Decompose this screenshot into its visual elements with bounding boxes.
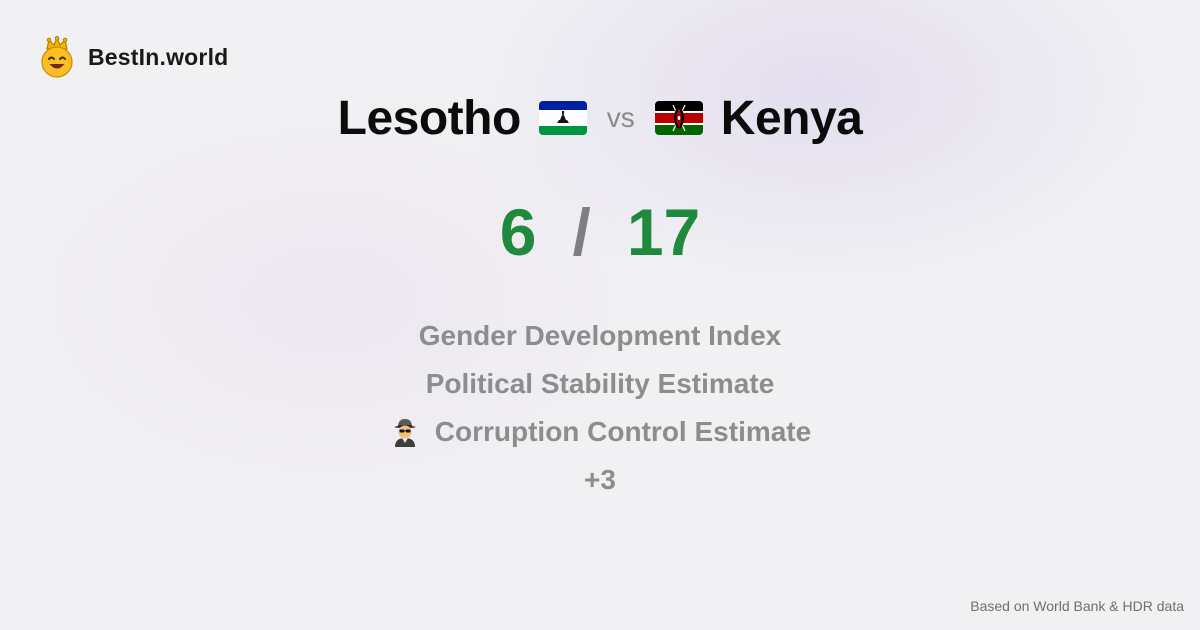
brand-name: BestIn.world: [88, 43, 229, 70]
metric-label: Gender Development Index: [418, 320, 782, 351]
score: 6 / 17: [0, 194, 1200, 270]
metric-item: Gender Development Index: [419, 312, 782, 360]
detective-icon: [393, 419, 416, 447]
matchup-title: Lesotho vs Kenya: [0, 86, 1200, 150]
vs-label: vs: [606, 102, 635, 133]
left-country-name: Lesotho: [337, 91, 522, 145]
metric-label: Corruption Control Estimate: [434, 416, 812, 447]
right-country-name: Kenya: [720, 91, 863, 145]
metric-item: Corruption Control Estimate: [389, 408, 811, 456]
data-source-note: Based on World Bank & HDR data: [970, 598, 1184, 614]
metric-label: Political Stability Estimate: [425, 368, 775, 399]
crowned-smiley-icon: [41, 36, 73, 78]
right-score: 17: [626, 195, 701, 269]
left-score: 6: [499, 195, 537, 269]
metrics-list: Gender Development Index Political Stabi…: [0, 312, 1200, 504]
more-metrics-count: +3: [584, 464, 616, 495]
score-separator: /: [572, 195, 591, 269]
lesotho-flag-icon: [538, 101, 587, 135]
kenya-flag-icon: [654, 101, 703, 135]
brand[interactable]: BestIn.world: [38, 36, 228, 78]
metric-item: Political Stability Estimate: [426, 360, 775, 408]
